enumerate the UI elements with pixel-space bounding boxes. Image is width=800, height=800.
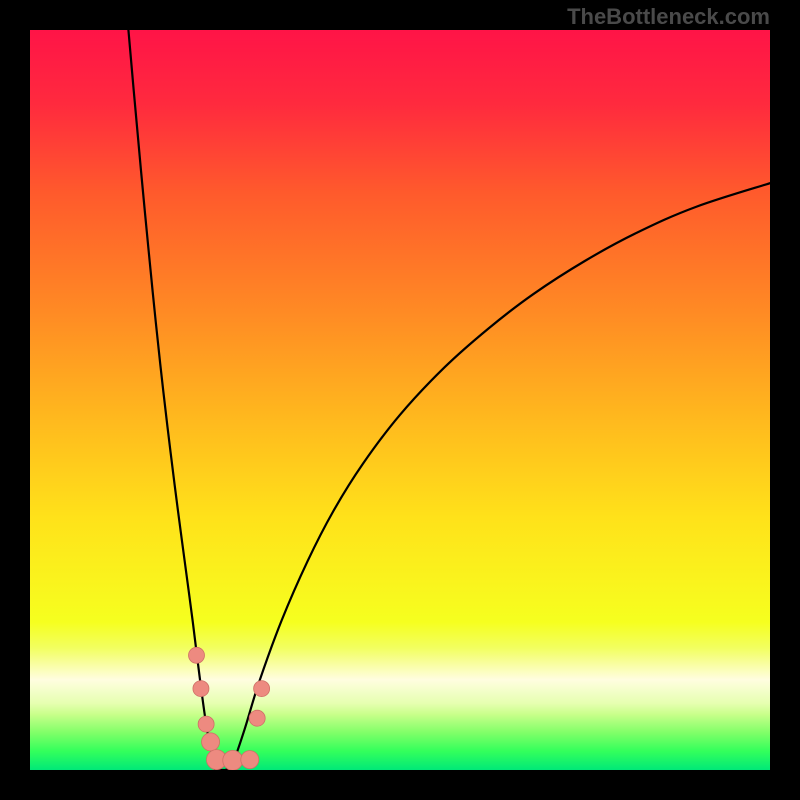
marker-dot (254, 681, 270, 697)
marker-dot (193, 681, 209, 697)
watermark-text: TheBottleneck.com (567, 4, 770, 30)
marker-dot (202, 733, 220, 751)
chart-svg (30, 30, 770, 770)
gradient-background (30, 30, 770, 770)
marker-dot (249, 710, 265, 726)
marker-dot (189, 647, 205, 663)
marker-dot (241, 751, 259, 769)
marker-dot (223, 750, 243, 770)
marker-dot (198, 716, 214, 732)
chart-figure: TheBottleneck.com (0, 0, 800, 800)
plot-area (30, 30, 770, 770)
